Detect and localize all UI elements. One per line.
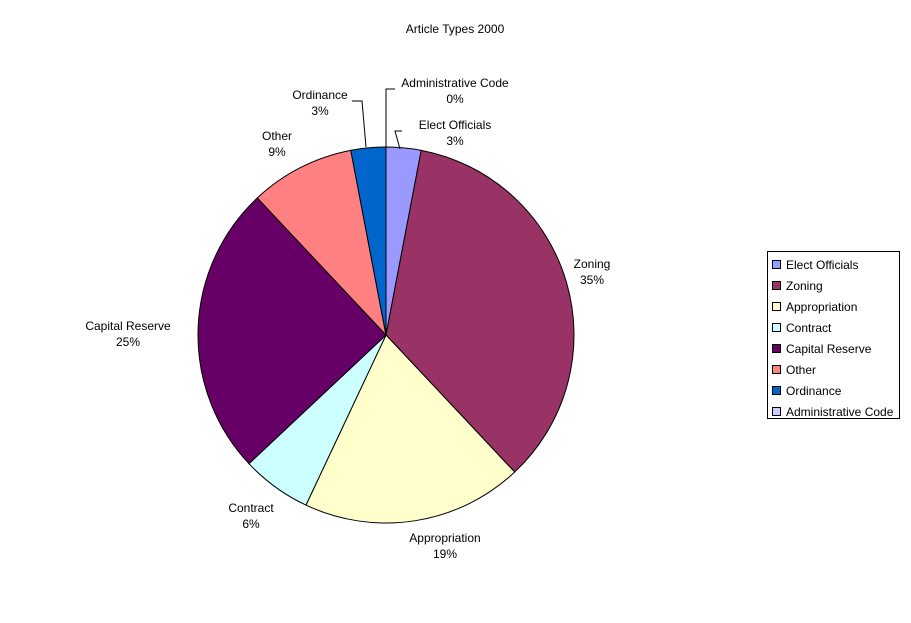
slice-label-zoning: Zoning [574, 257, 611, 271]
slice-percent-zoning: 35% [580, 273, 604, 287]
leader-line-elect-officials [394, 130, 402, 150]
slice-percent-elect-officials: 3% [446, 134, 464, 148]
slice-label-appropriation: Appropriation [409, 531, 480, 545]
slice-percent-capital-reserve: 25% [116, 335, 140, 349]
legend-swatch [772, 386, 781, 395]
pie-slice-zoning [385, 149, 575, 473]
slice-label-other: Other [262, 129, 292, 143]
slice-percent-administrative-code: 0% [446, 92, 464, 106]
legend-label: Elect Officials [786, 257, 859, 272]
legend-swatch [772, 302, 781, 311]
legend-label: Zoning [786, 278, 823, 293]
pie-slices [197, 146, 575, 524]
slice-percent-other: 9% [268, 145, 286, 159]
leader-line-ordinance [352, 100, 367, 148]
legend-item-other: Other [772, 359, 899, 380]
pie-slice-capital-reserve [197, 197, 387, 465]
slice-percent-ordinance: 3% [311, 104, 329, 118]
legend-item-administrative-code: Administrative Code [772, 401, 899, 422]
legend-item-capital-reserve: Capital Reserve [772, 338, 899, 359]
legend-swatch [772, 344, 781, 353]
legend-swatch [772, 323, 781, 332]
slice-percent-appropriation: 19% [433, 547, 457, 561]
legend-item-zoning: Zoning [772, 275, 899, 296]
slice-label-contract: Contract [228, 501, 274, 515]
legend-swatch [772, 281, 781, 290]
pie-slice-appropriation [305, 334, 516, 524]
chart-title: Article Types 2000 [406, 22, 505, 36]
legend-item-ordinance: Ordinance [772, 380, 899, 401]
chart-legend: Elect Officials Zoning Appropriation Contra… [767, 251, 900, 419]
legend-swatch [772, 407, 781, 416]
slice-label-elect-officials: Elect Officials [419, 118, 491, 132]
legend-label: Contract [786, 320, 832, 335]
slice-labels: Elect Officials 3% Zoning 35% Appropriation 1… [85, 76, 610, 561]
legend-label: Appropriation [786, 299, 858, 314]
pie-slice-other [256, 149, 387, 337]
legend-label: Other [786, 362, 817, 377]
slice-label-ordinance: Ordinance [292, 88, 348, 102]
leader-lines [352, 88, 402, 150]
slice-label-administrative-code: Administrative Code [401, 76, 509, 90]
slice-percent-contract: 6% [242, 517, 260, 531]
legend-swatch [772, 260, 781, 269]
legend-label: Ordinance [786, 383, 842, 398]
leader-line-administrative-code [385, 88, 395, 147]
slice-label-capital-reserve: Capital Reserve [85, 319, 171, 333]
legend-item-contract: Contract [772, 317, 899, 338]
legend-item-elect-officials: Elect Officials [772, 254, 899, 275]
legend-swatch [772, 365, 781, 374]
legend-label: Capital Reserve [786, 341, 872, 356]
legend-label: Administrative Code [786, 404, 894, 419]
legend-item-appropriation: Appropriation [772, 296, 899, 317]
